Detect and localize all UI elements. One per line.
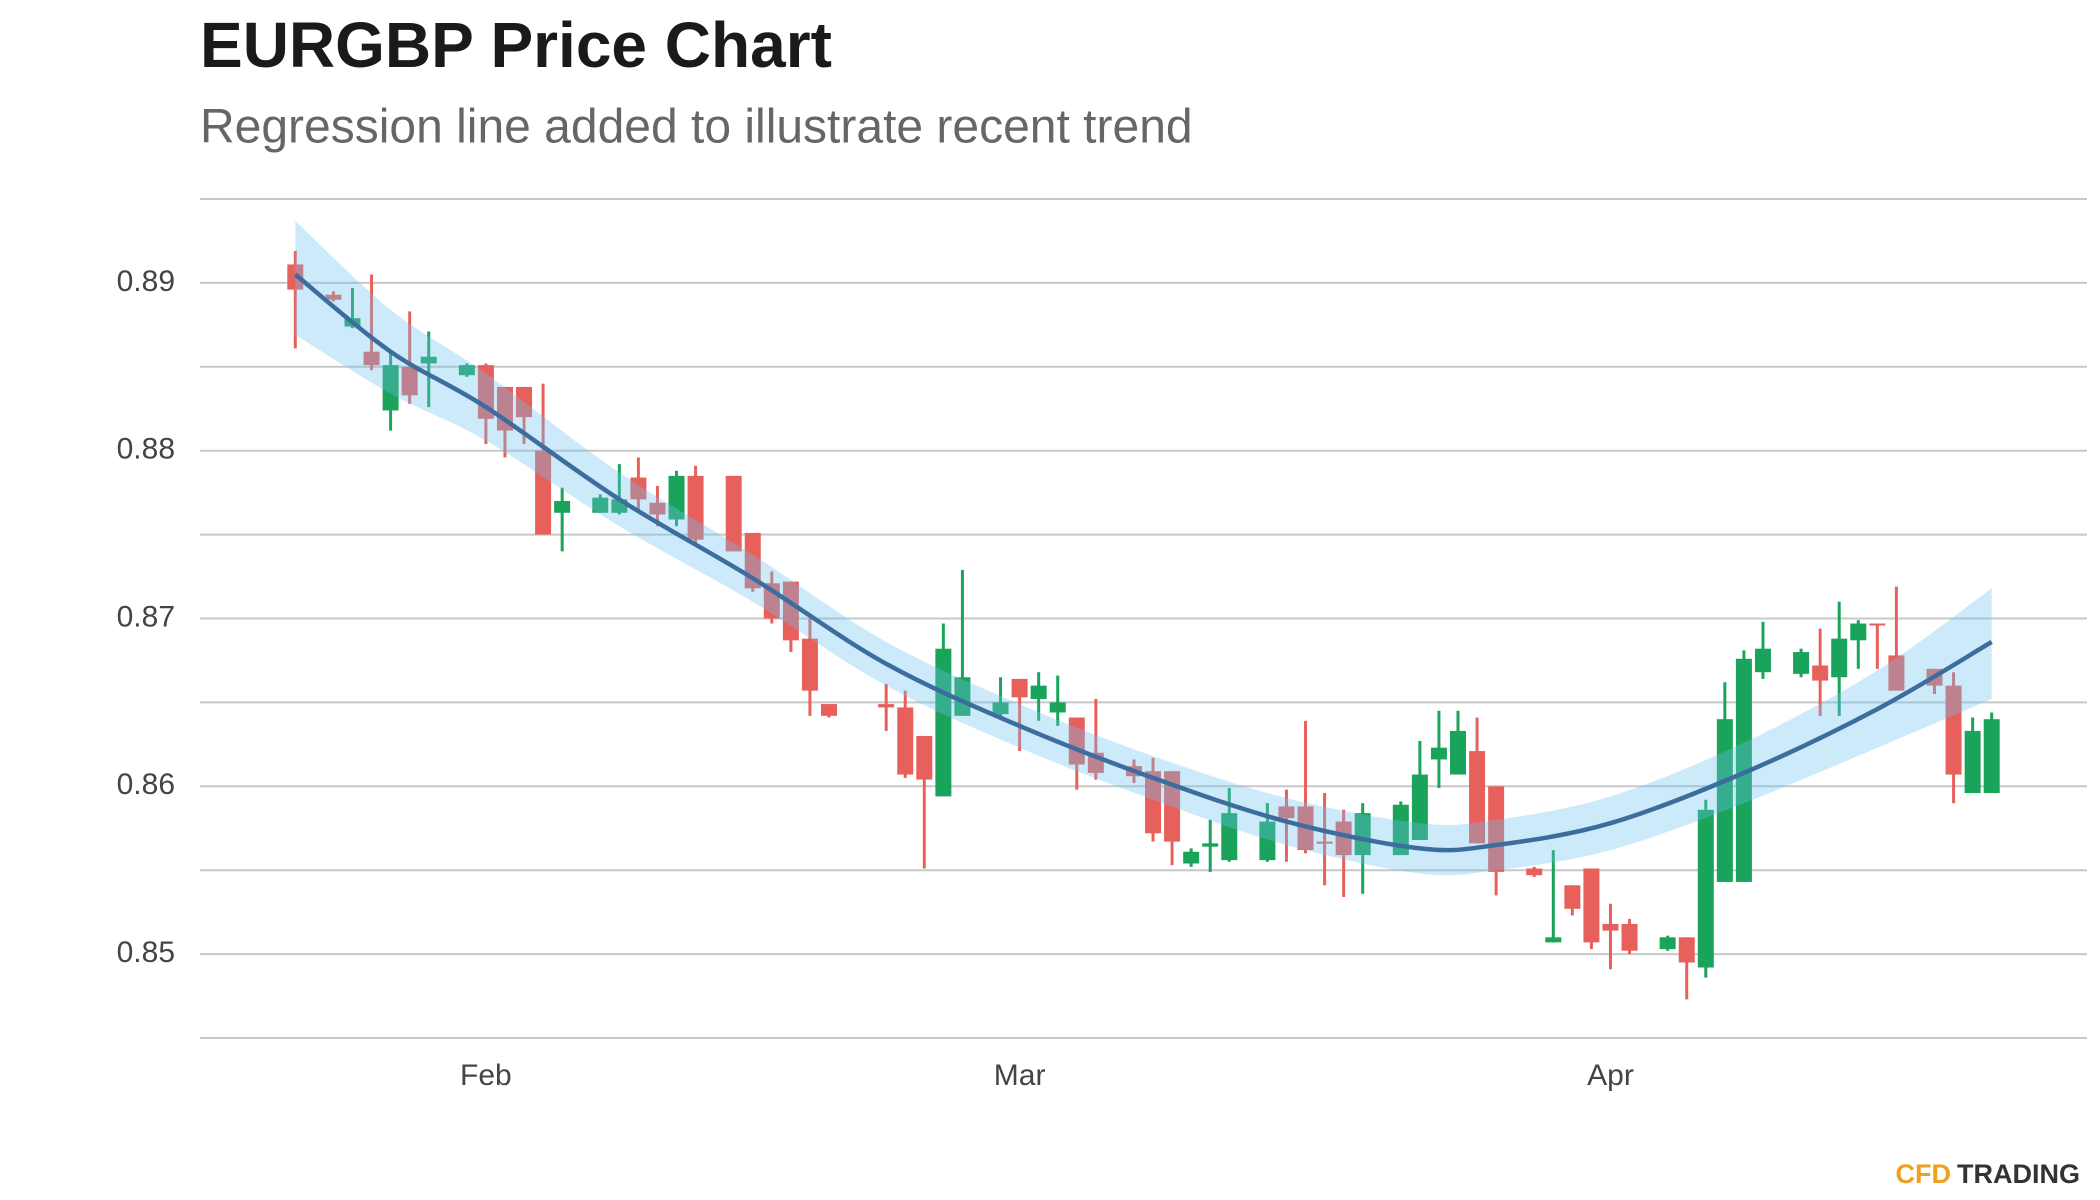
candle-body (1430, 747, 1447, 760)
candle-body (1545, 937, 1562, 943)
candle-body (687, 475, 704, 540)
candle-body (1888, 655, 1905, 691)
candle-body (1945, 685, 1962, 775)
candle-body (1793, 652, 1810, 674)
candle-body (1335, 821, 1352, 856)
y-tick-label: 0.85 (117, 936, 175, 969)
candle-body (1145, 771, 1162, 834)
candle-body (1411, 774, 1428, 840)
candle-body (1164, 771, 1181, 842)
candle-body (1983, 719, 2000, 794)
candle-body (1526, 868, 1543, 876)
candle-body (1850, 623, 1867, 641)
candle-body (1354, 813, 1371, 856)
candle-body (1202, 843, 1219, 847)
candle-body (1450, 730, 1466, 775)
y-tick-label: 0.87 (117, 600, 175, 633)
candle-body (992, 702, 1009, 715)
candle-body (1278, 806, 1295, 819)
candle-body (668, 475, 685, 520)
candle-body (878, 704, 895, 708)
candle-body (725, 475, 742, 552)
candle-body (1583, 868, 1600, 943)
candle-body (516, 386, 533, 418)
candle-body (401, 366, 418, 396)
candle-body (1735, 658, 1752, 882)
chart-subtitle: Regression line added to illustrate rece… (200, 101, 1193, 154)
candle-body (1697, 809, 1714, 968)
candle-body (954, 677, 971, 716)
candle-body (382, 365, 399, 411)
candle-body (1812, 665, 1829, 681)
candle-body (325, 294, 342, 300)
candle-body (535, 450, 552, 535)
candle-body (592, 497, 609, 513)
candle-body (649, 502, 666, 515)
candle-body (554, 501, 571, 513)
chart-title: EURGBP Price Chart (200, 9, 832, 81)
brand-suffix: TRADING (1957, 1159, 2080, 1189)
candle-body (1678, 937, 1695, 963)
candle-body (1602, 923, 1619, 931)
candle-body (1869, 623, 1886, 626)
x-tick-label: Feb (460, 1059, 512, 1092)
candle-body (916, 735, 933, 780)
candle-body (1011, 678, 1028, 698)
y-tick-label: 0.89 (117, 265, 175, 298)
y-tick-label: 0.88 (117, 433, 175, 466)
brand: CFD TRADING (1896, 1159, 2081, 1189)
candle-body (1259, 821, 1276, 861)
candle-body (1621, 923, 1638, 951)
y-tick-label: 0.86 (117, 768, 175, 801)
regression-line (293, 272, 1993, 853)
candle-body (1754, 648, 1771, 673)
candle-body (1964, 730, 1981, 794)
candle-body (821, 704, 837, 716)
candle-body (1392, 804, 1409, 856)
candle-body (1183, 851, 1200, 864)
candle-body (1659, 937, 1676, 950)
candle-body (1030, 685, 1047, 700)
candle-body (1316, 841, 1333, 844)
candle-body (630, 477, 647, 500)
candle-body (1716, 719, 1733, 882)
candle-body (420, 356, 437, 364)
candle-body (1831, 638, 1848, 678)
candle-body (1469, 751, 1486, 844)
candle-body (782, 581, 799, 641)
candle-body (801, 638, 818, 691)
candle-body (935, 648, 952, 797)
candle-body (363, 351, 380, 366)
candle-body (897, 707, 914, 775)
candle-body (1221, 813, 1238, 861)
brand-prefix: CFD (1896, 1159, 1952, 1189)
candle-body (1488, 786, 1505, 872)
x-tick-label: Apr (1587, 1059, 1634, 1092)
candle-body (1049, 702, 1066, 713)
candle-body (458, 365, 475, 376)
candle-body (1564, 885, 1581, 909)
x-tick-label: Mar (994, 1059, 1046, 1092)
